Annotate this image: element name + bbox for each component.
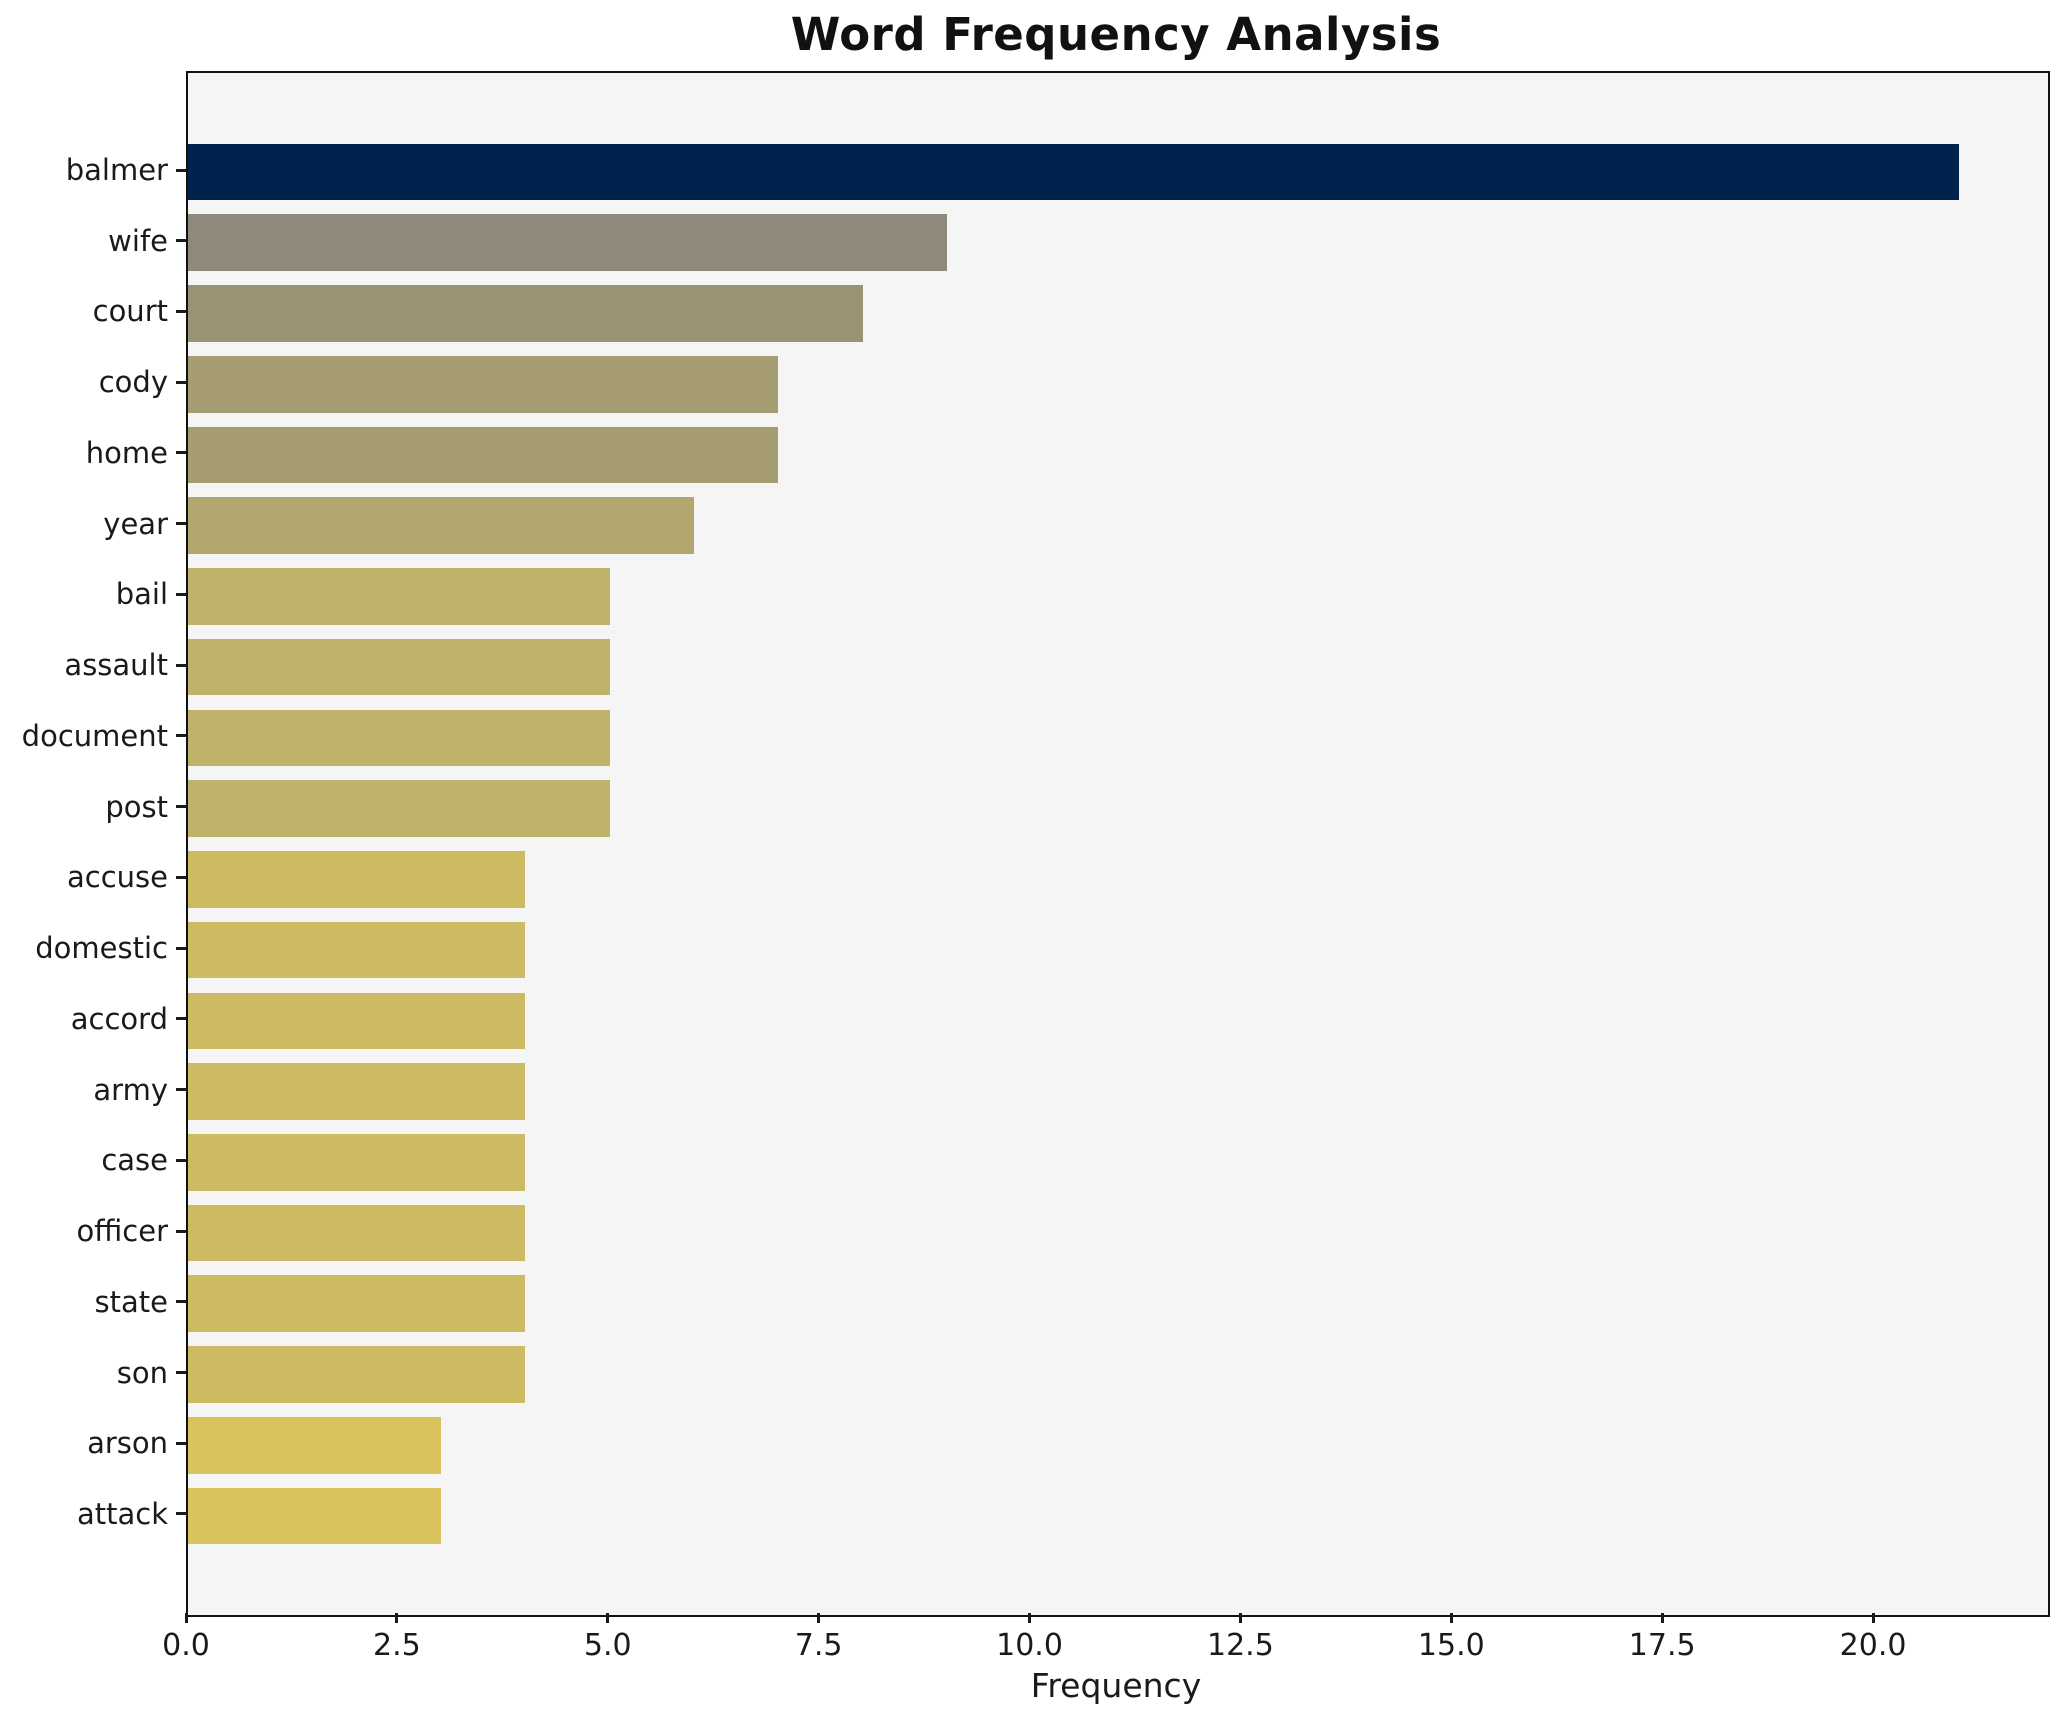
plot-area (186, 71, 2050, 1617)
y-tick-label-home: home (85, 435, 168, 470)
y-tick-label-year: year (103, 506, 168, 541)
x-tick-mark (395, 1613, 399, 1623)
y-tick-mark (176, 1229, 186, 1233)
bar-balmer (188, 143, 1960, 201)
bar-arson (188, 1416, 442, 1474)
y-tick-mark (176, 1441, 186, 1445)
y-tick-mark (176, 522, 186, 526)
y-tick-label-army: army (93, 1072, 168, 1107)
chart-title: Word Frequency Analysis (790, 8, 1442, 61)
y-tick-mark (176, 1300, 186, 1304)
y-tick-label-cody: cody (98, 365, 168, 400)
y-tick-mark (176, 1017, 186, 1021)
bar-assault (188, 638, 610, 696)
bar-son (188, 1346, 526, 1403)
y-tick-label-post: post (105, 789, 168, 824)
bar-officer (188, 1204, 526, 1262)
bar-domestic (188, 921, 526, 979)
bar-wife (188, 214, 948, 272)
y-tick-mark (176, 309, 186, 313)
y-tick-label-accord: accord (70, 1001, 168, 1036)
y-tick-label-document: document (21, 718, 168, 753)
bar-accord (188, 992, 526, 1050)
x-tick-label-0.0: 0.0 (162, 1628, 210, 1663)
y-tick-label-bail: bail (115, 577, 168, 612)
y-tick-mark (176, 734, 186, 738)
bar-accuse (188, 851, 526, 908)
x-tick-label-7.5: 7.5 (794, 1628, 843, 1663)
x-tick-mark (1449, 1613, 1453, 1623)
bar-document (188, 709, 610, 767)
bar-state (188, 1275, 526, 1333)
y-tick-mark (176, 946, 186, 950)
bar-attack (188, 1487, 442, 1545)
y-tick-label-accuse: accuse (67, 860, 168, 895)
y-tick-label-attack: attack (76, 1496, 168, 1531)
y-tick-label-officer: officer (76, 1214, 169, 1249)
bar-army (188, 1063, 526, 1120)
y-tick-mark (176, 380, 186, 384)
y-tick-mark (176, 1512, 186, 1516)
bar-cody (188, 355, 779, 413)
y-tick-mark (176, 451, 186, 455)
x-tick-mark (1660, 1613, 1664, 1623)
bar-case (188, 1134, 526, 1191)
bar-home (188, 426, 779, 484)
x-axis-title: Frequency (1030, 1666, 1202, 1705)
x-tick-label-2.5: 2.5 (373, 1628, 421, 1663)
y-tick-label-wife: wife (108, 223, 168, 258)
y-tick-label-case: case (101, 1143, 168, 1178)
y-tick-mark (176, 875, 186, 879)
bar-court (188, 285, 863, 342)
x-tick-mark (184, 1613, 188, 1623)
x-tick-label-5.0: 5.0 (583, 1628, 632, 1663)
y-tick-mark (176, 663, 186, 667)
bar-post (188, 780, 610, 837)
x-tick-mark (606, 1613, 610, 1623)
x-tick-label-15.0: 15.0 (1417, 1628, 1485, 1663)
y-tick-label-arson: arson (87, 1426, 168, 1461)
y-tick-label-court: court (92, 294, 168, 329)
y-tick-mark (176, 592, 186, 596)
bar-year (188, 497, 695, 554)
y-tick-mark (176, 1158, 186, 1162)
x-tick-label-20.0: 20.0 (1839, 1628, 1907, 1663)
y-tick-mark (176, 239, 186, 243)
bar-bail (188, 568, 610, 625)
x-tick-mark (1871, 1613, 1875, 1623)
y-tick-mark (176, 1088, 186, 1092)
y-tick-label-balmer: balmer (65, 153, 168, 188)
y-tick-label-assault: assault (64, 648, 168, 683)
y-tick-label-son: son (116, 1355, 168, 1390)
y-tick-mark (176, 1371, 186, 1374)
x-tick-label-17.5: 17.5 (1628, 1628, 1696, 1663)
y-tick-mark (176, 168, 186, 172)
x-tick-mark (817, 1613, 821, 1623)
y-tick-mark (176, 805, 186, 809)
x-tick-label-10.0: 10.0 (996, 1628, 1063, 1663)
y-tick-label-domestic: domestic (35, 931, 168, 966)
x-tick-mark (1238, 1613, 1242, 1623)
x-tick-mark (1028, 1613, 1032, 1623)
y-tick-label-state: state (94, 1284, 168, 1319)
x-tick-label-12.5: 12.5 (1207, 1628, 1274, 1663)
